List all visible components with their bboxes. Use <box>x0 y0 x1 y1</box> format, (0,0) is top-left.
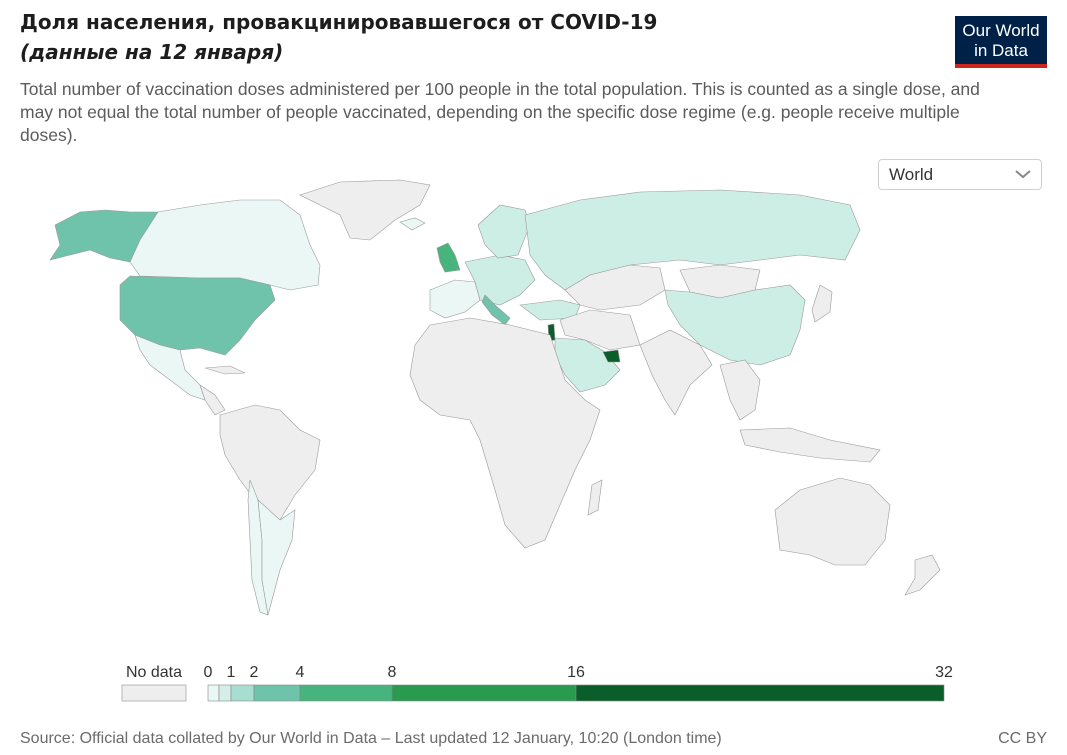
logo-line-2: in Data <box>974 41 1028 60</box>
country-cuba[interactable] <box>204 365 246 375</box>
legend-bin <box>207 684 220 702</box>
legend-bins: 0 1 2 4 8 16 32 <box>204 664 953 702</box>
country-africa[interactable] <box>409 317 601 549</box>
legend-bin <box>391 684 577 702</box>
legend-bin <box>299 684 393 702</box>
country-new-zealand[interactable] <box>904 554 941 596</box>
legend-bin <box>218 684 232 702</box>
chart-title: Доля населения, провакцинировавшегося от… <box>20 10 658 34</box>
chart-subtitle: (данные на 12 января) <box>20 40 284 64</box>
country-japan[interactable] <box>811 284 833 323</box>
legend-tick-label: 32 <box>935 664 953 681</box>
country-brazil-and-north[interactable] <box>219 404 321 521</box>
legend-tick-label: 16 <box>567 664 585 681</box>
country-central-america[interactable] <box>199 384 226 416</box>
country-greenland[interactable] <box>299 179 431 241</box>
legend-no-data-label: No data <box>126 664 182 681</box>
legend-tick-label: 8 <box>388 664 397 681</box>
country-uk[interactable] <box>436 242 461 273</box>
legend-tick-label: 4 <box>296 664 305 681</box>
country-france-spain[interactable] <box>429 279 481 319</box>
country-argentina[interactable] <box>257 499 296 616</box>
region-select[interactable]: World <box>878 159 1042 190</box>
legend-tick-label: 1 <box>227 664 236 681</box>
legend-bin <box>230 684 255 702</box>
logo-accent-bar <box>955 64 1047 68</box>
license-link[interactable]: CC BY <box>998 730 1047 747</box>
legend-bin <box>253 684 301 702</box>
country-scandinavia[interactable] <box>477 204 531 259</box>
country-india[interactable] <box>639 329 713 416</box>
legend-tick-label: 0 <box>204 664 213 681</box>
owid-logo[interactable]: Our World in Data <box>955 16 1047 68</box>
source-note: Source: Official data collated by Our Wo… <box>20 730 722 747</box>
country-australia[interactable] <box>774 477 891 566</box>
legend-bin <box>575 684 945 702</box>
color-legend: No data 0 1 2 4 8 16 32 <box>121 664 953 702</box>
world-map[interactable] <box>0 170 1067 640</box>
legend-no-data-swatch <box>121 684 187 702</box>
logo-line-1: Our World <box>962 21 1040 40</box>
country-madagascar[interactable] <box>587 479 603 516</box>
country-turkey[interactable] <box>519 299 581 321</box>
country-indonesia[interactable] <box>739 427 881 463</box>
country-uae[interactable] <box>602 349 621 363</box>
country-russia[interactable] <box>524 189 861 291</box>
country-southeast-asia[interactable] <box>719 359 761 421</box>
legend-tick-label: 2 <box>250 664 259 681</box>
country-canada[interactable] <box>129 199 321 291</box>
chart-description: Total number of vaccination doses admini… <box>20 79 980 145</box>
chevron-down-icon <box>1015 170 1031 179</box>
region-select-value: World <box>889 165 934 184</box>
country-iran-iraq[interactable] <box>559 309 641 351</box>
country-iceland[interactable] <box>399 217 426 231</box>
